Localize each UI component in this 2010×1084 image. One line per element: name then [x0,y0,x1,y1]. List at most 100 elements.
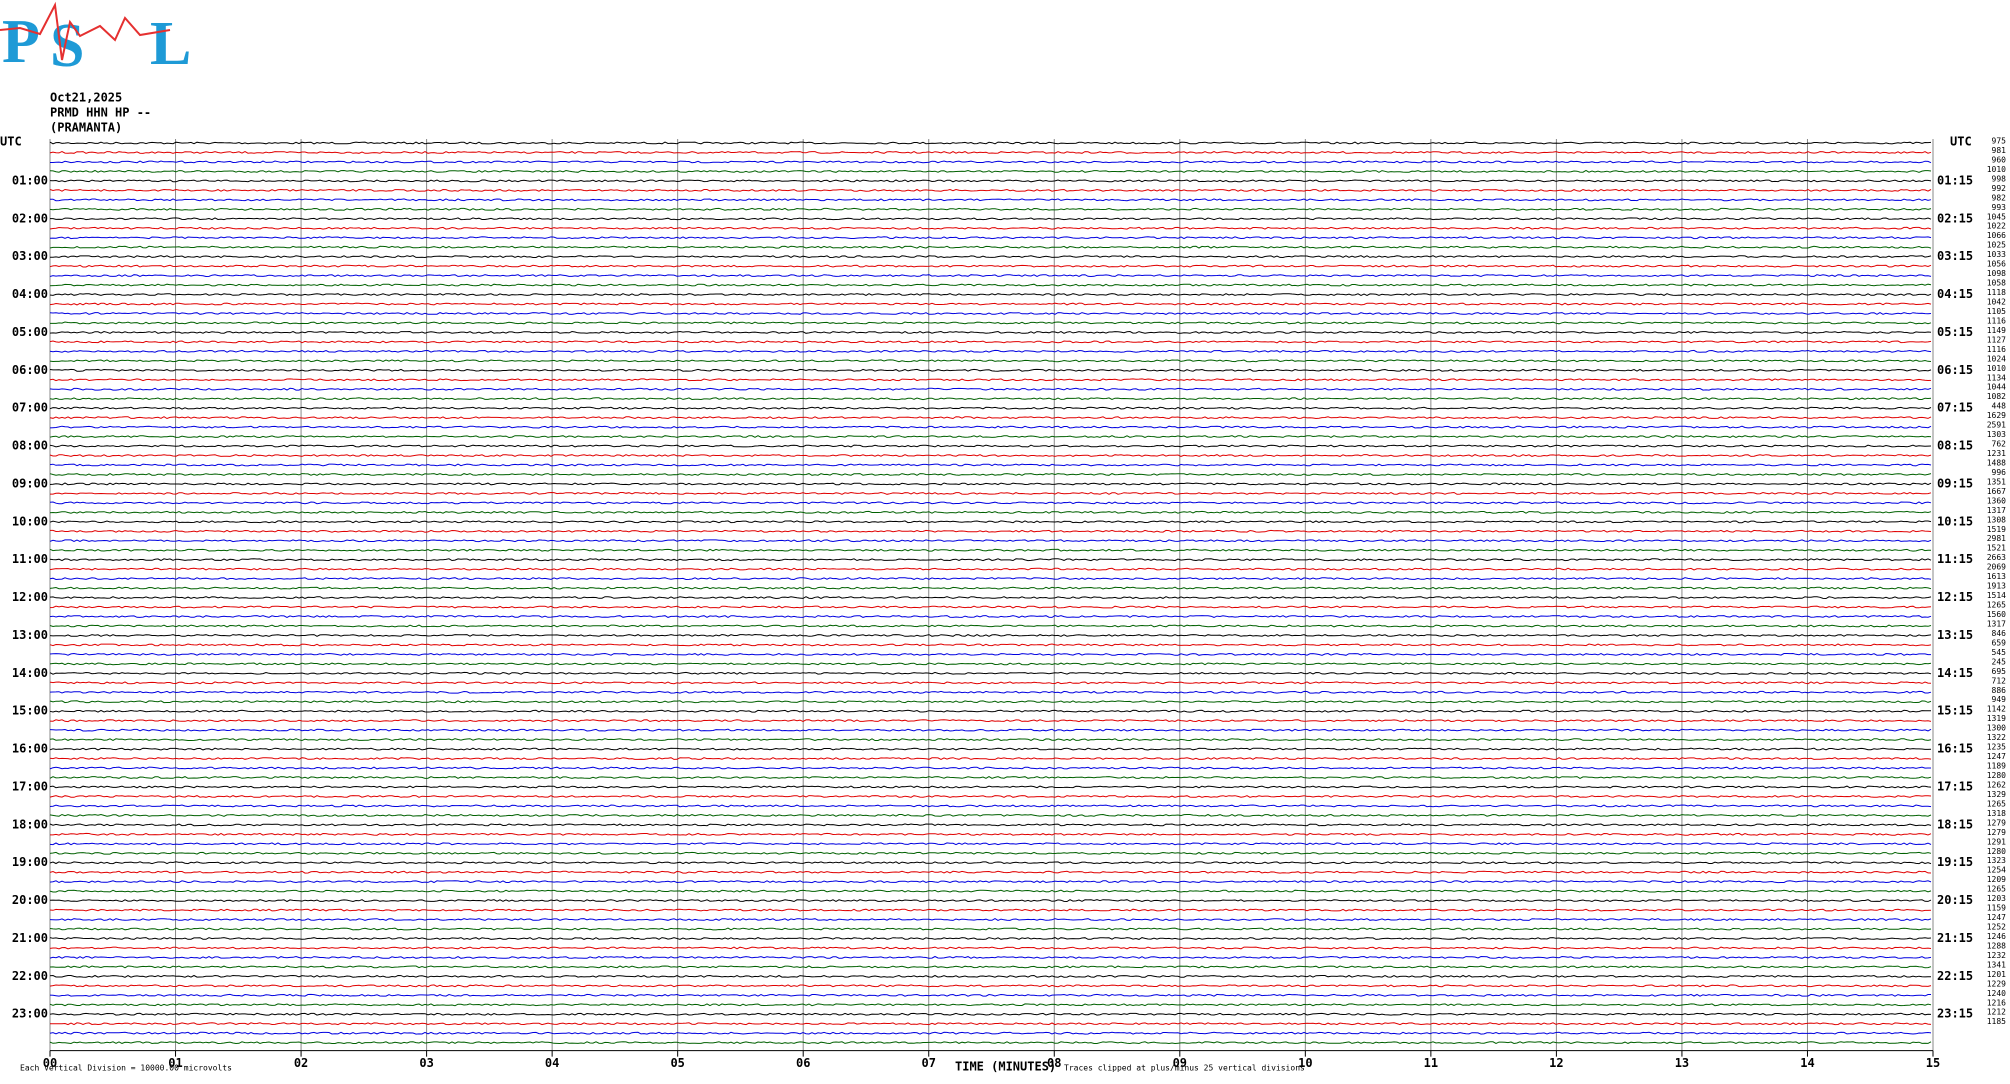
right-hour-label: 14:15 [1937,666,1973,680]
logo-letter: L [150,10,191,78]
trace [49,283,1932,287]
x-tick-label: 07 [922,1056,936,1070]
trace-value: 1667 [1987,487,2006,496]
trace-value: 1280 [1987,847,2006,856]
trace [49,264,1932,268]
trace-value: 545 [1992,648,2007,657]
trace [49,804,1932,808]
trace [49,416,1932,420]
trace [49,652,1931,656]
left-hour-label: 20:00 [12,893,48,907]
trace [49,861,1932,865]
left-hour-label: 16:00 [12,742,48,756]
left-hour-label: 23:00 [12,1007,48,1021]
trace [49,671,1932,675]
trace-value: 1322 [1987,733,2006,742]
logo-letter: P [2,8,40,76]
trace-value: 1308 [1987,515,2006,524]
trace [49,406,1932,410]
trace-value: 1319 [1987,714,2006,723]
trace [49,274,1932,278]
trace-value: 245 [1992,657,2007,666]
left-hour-label: 21:00 [12,931,48,945]
trace-value: 1149 [1987,326,2006,335]
trace [49,757,1932,760]
trace [49,794,1932,798]
x-tick-label: 04 [545,1056,559,1070]
trace [49,387,1932,391]
trace-value: 1317 [1987,506,2006,515]
right-hour-label: 21:15 [1937,931,1973,945]
trace-value: 1105 [1987,307,2006,316]
trace-value: 981 [1992,146,2007,155]
trace-value: 1216 [1987,998,2006,1007]
right-hour-label: 02:15 [1937,211,1973,225]
trace [49,747,1932,751]
trace [49,1003,1932,1007]
logo-wave [0,1,171,61]
x-tick-label: 13 [1675,1056,1689,1070]
left-hour-label: 15:00 [12,704,48,718]
logo-letter: S [50,12,84,80]
trace-value: 1159 [1987,904,2006,913]
trace [49,889,1932,893]
right-hour-label: 16:15 [1937,742,1973,756]
trace-value: 1010 [1987,364,2006,373]
trace [49,558,1932,562]
trace-value: 448 [1992,402,2007,411]
trace [49,151,1932,154]
trace-value: 1229 [1987,979,2006,988]
date: Oct21,2025 [50,91,122,105]
trace-value: 1265 [1987,601,2006,610]
left-hour-label: 11:00 [12,552,48,566]
trace [49,454,1932,457]
trace-value: 1025 [1987,241,2006,250]
left-hour-label: 03:00 [12,249,48,263]
trace [49,823,1932,827]
trace-value: 1189 [1987,762,2006,771]
trace [49,927,1932,931]
trace-value: 1118 [1987,288,2006,297]
trace-value: 1254 [1987,866,2006,875]
trace-value: 2591 [1987,421,2006,430]
trace [49,586,1932,590]
trace-value: 2069 [1987,563,2006,572]
trace-value: 1045 [1987,212,2006,221]
trace-value: 1024 [1987,354,2006,363]
right-hour-label: 04:15 [1937,287,1973,301]
trace [50,832,1932,836]
right-hour-label: 05:15 [1937,325,1973,339]
right-hour-label: 15:15 [1937,704,1973,718]
trace-value: 2663 [1987,553,2006,562]
trace [49,955,1932,959]
right-hour-label: 01:15 [1937,173,1973,187]
right-hour-label: 20:15 [1937,893,1973,907]
x-tick-label: 06 [796,1056,810,1070]
trace [49,425,1932,429]
trace [49,974,1932,978]
trace-value: 1341 [1987,960,2006,969]
trace-value: 712 [1992,676,2007,685]
trace-value: 1127 [1987,335,2006,344]
trace-value: 1519 [1987,525,2006,534]
trace [49,1041,1932,1045]
trace [50,217,1932,221]
trace-value: 1252 [1987,923,2006,932]
trace [49,937,1932,940]
trace [49,236,1932,240]
trace-value: 982 [1992,193,2007,202]
trace-value: 1231 [1987,449,2006,458]
trace [49,463,1932,467]
trace-value: 996 [1992,468,2007,477]
trace-value: 1247 [1987,752,2006,761]
trace [49,567,1932,571]
trace [49,899,1932,903]
trace-value: 1613 [1987,572,2006,581]
right-hour-label: 03:15 [1937,249,1973,263]
trace-value: 659 [1992,638,2007,647]
trace [49,340,1932,344]
left-hour-label: 19:00 [12,855,48,869]
trace [49,993,1931,997]
trace-value: 1560 [1987,610,2006,619]
x-tick-label: 11 [1424,1056,1438,1070]
